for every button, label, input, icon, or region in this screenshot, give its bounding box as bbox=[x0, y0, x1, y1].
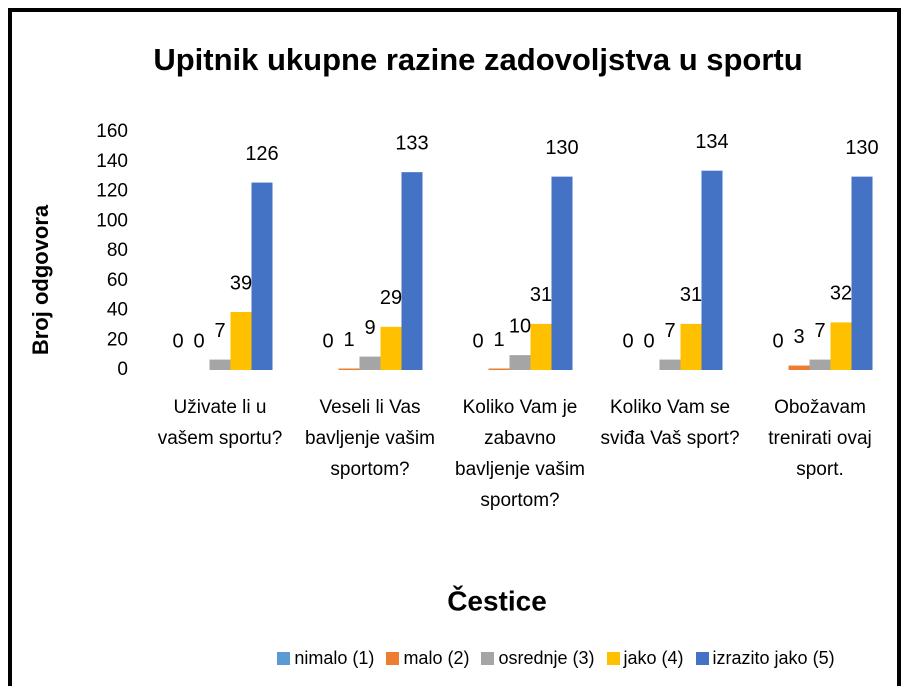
data-label: 0 bbox=[772, 330, 783, 352]
bar bbox=[830, 322, 852, 370]
y-tick-label: 0 bbox=[117, 359, 128, 380]
bar bbox=[530, 323, 552, 370]
data-label: 0 bbox=[193, 330, 204, 352]
y-tick-label: 140 bbox=[96, 151, 128, 172]
bar bbox=[401, 172, 423, 370]
legend-item: jako (4) bbox=[606, 648, 684, 669]
x-tick-label: Koliko Vam se sviđa Vaš sport? bbox=[600, 397, 740, 449]
data-label: 133 bbox=[395, 132, 428, 154]
frame bbox=[8, 8, 901, 686]
data-label: 31 bbox=[680, 284, 702, 306]
bar bbox=[809, 359, 831, 370]
bar bbox=[659, 359, 681, 370]
data-label: 0 bbox=[472, 330, 483, 352]
data-label: 31 bbox=[530, 284, 552, 306]
data-label: 9 bbox=[364, 317, 375, 339]
x-tick-label: Koliko Vam je zabavno bavljenje vašim sp… bbox=[455, 397, 585, 511]
data-label: 39 bbox=[230, 272, 252, 294]
bar bbox=[680, 323, 702, 370]
chart-title: Upitnik ukupne razine zadovoljstva u spo… bbox=[153, 42, 802, 77]
legend-swatch bbox=[606, 652, 620, 665]
bar bbox=[359, 356, 381, 370]
data-label: 7 bbox=[664, 320, 675, 342]
bar bbox=[209, 359, 231, 370]
data-label: 10 bbox=[509, 315, 531, 337]
data-label: 0 bbox=[172, 330, 183, 352]
y-tick-label: 20 bbox=[107, 329, 128, 350]
legend-label: izrazito jako (5) bbox=[712, 648, 835, 668]
y-tick-label: 120 bbox=[96, 181, 128, 202]
data-label: 0 bbox=[622, 330, 633, 352]
legend-item: malo (2) bbox=[386, 648, 469, 669]
legend-swatch bbox=[481, 652, 495, 665]
data-label: 32 bbox=[830, 283, 852, 305]
bar bbox=[509, 355, 531, 370]
legend: nimalo (1) malo (2) osrednje (3) jako (4) iz… bbox=[0, 648, 912, 669]
x-axis-title: Čestice bbox=[447, 584, 547, 616]
data-label: 1 bbox=[493, 329, 504, 351]
legend-item: izrazito jako (5) bbox=[695, 648, 835, 669]
y-axis-title: Broj odgovora bbox=[28, 204, 53, 355]
legend-swatch bbox=[386, 652, 400, 665]
x-tick-label: Uživate li u vašem sportu? bbox=[157, 397, 283, 449]
legend-swatch bbox=[695, 652, 709, 665]
bar bbox=[551, 176, 573, 370]
y-tick-label: 160 bbox=[96, 121, 128, 142]
legend-label: jako (4) bbox=[623, 648, 684, 668]
data-label: 130 bbox=[845, 137, 878, 159]
legend-swatch bbox=[277, 652, 291, 665]
y-tick-label: 40 bbox=[107, 300, 128, 321]
legend-label: nimalo (1) bbox=[294, 648, 375, 668]
bar bbox=[338, 368, 360, 370]
bar bbox=[380, 326, 402, 370]
legend-label: malo (2) bbox=[403, 648, 470, 668]
y-tick-label: 100 bbox=[96, 210, 128, 231]
data-label: 130 bbox=[545, 137, 578, 159]
x-tick-label: Veseli li Vas bavljenje vašim sportom? bbox=[305, 397, 435, 480]
bar bbox=[230, 311, 252, 370]
data-label: 29 bbox=[380, 287, 402, 309]
data-label: 126 bbox=[245, 143, 278, 165]
data-label: 7 bbox=[214, 320, 225, 342]
data-label: 0 bbox=[643, 330, 654, 352]
bar bbox=[488, 368, 510, 370]
x-tick-label: Obožavam trenirati ovaj sport. bbox=[768, 397, 872, 480]
legend-label: osrednje (3) bbox=[498, 648, 595, 668]
data-label: 0 bbox=[322, 330, 333, 352]
bar bbox=[701, 170, 723, 370]
y-tick-label: 60 bbox=[107, 270, 128, 291]
bar bbox=[788, 365, 810, 370]
data-label: 3 bbox=[793, 326, 804, 348]
data-label: 7 bbox=[814, 320, 825, 342]
bar bbox=[251, 182, 273, 370]
bar bbox=[851, 176, 873, 370]
data-label: 134 bbox=[695, 131, 728, 153]
data-label: 1 bbox=[343, 329, 354, 351]
legend-item: nimalo (1) bbox=[277, 648, 374, 669]
y-tick-label: 80 bbox=[107, 240, 128, 261]
legend-item: osrednje (3) bbox=[481, 648, 595, 669]
